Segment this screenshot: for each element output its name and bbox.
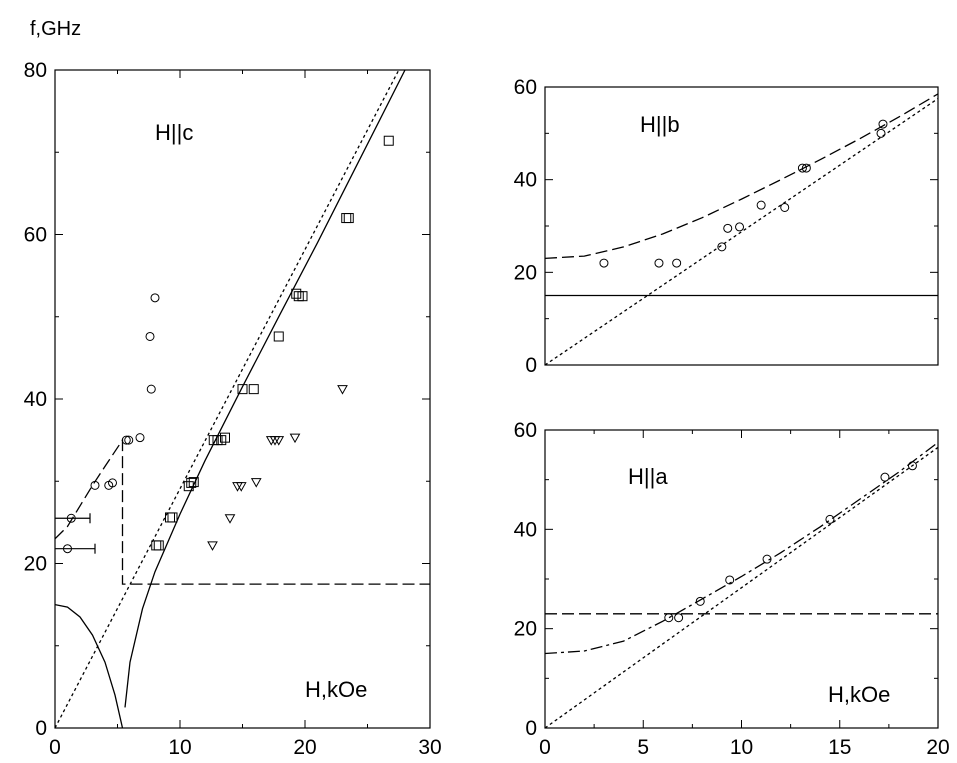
axis-title-x: H,kOe — [828, 682, 890, 707]
point-circle — [717, 242, 727, 252]
curve-dashed — [55, 437, 430, 585]
point-circle — [124, 435, 134, 445]
point-triangle-down — [235, 482, 247, 492]
curve-dotted — [55, 70, 400, 728]
plot-area — [545, 93, 938, 365]
point-circle — [725, 575, 735, 585]
panel-h-parallel-c: f,GHz H,kOe H||c 0 20 40 60 80 0 10 20 30 — [24, 18, 442, 759]
x-tick-label: 10 — [730, 736, 753, 759]
point-square — [186, 477, 197, 488]
y-tick-label: 20 — [514, 618, 537, 641]
point-circle — [146, 384, 156, 394]
point-square — [293, 291, 304, 302]
annotation-h-a: H||a — [628, 464, 668, 489]
point-square — [341, 213, 352, 224]
y-tick-label: 20 — [24, 553, 47, 576]
point-circle — [674, 613, 684, 623]
x-tick-label: 30 — [418, 736, 441, 759]
point-circle — [599, 258, 609, 268]
point-square — [343, 213, 354, 224]
axis-title-x: H,kOe — [305, 677, 367, 702]
point-circle — [797, 163, 807, 173]
point-square — [273, 331, 284, 342]
point-square — [383, 135, 394, 146]
curve-solid — [124, 70, 406, 708]
point-circle — [723, 223, 733, 233]
point-triangle-down — [207, 541, 218, 551]
plot-area — [545, 441, 938, 728]
point-triangle-down — [337, 385, 348, 395]
point-circle — [825, 514, 835, 524]
curve-dashdot — [545, 441, 938, 655]
point-triangle-down — [224, 514, 236, 524]
point-circle — [66, 513, 76, 523]
point-square — [151, 540, 162, 551]
x-tick-label: 15 — [828, 736, 851, 759]
point-circle — [907, 461, 917, 471]
curve-solid — [55, 603, 124, 728]
x-tick-label: 20 — [293, 736, 316, 759]
point-circle — [878, 119, 888, 129]
point-circle — [150, 293, 160, 303]
x-tick-label: 20 — [926, 736, 949, 759]
annotation-h-b: H||b — [640, 112, 680, 137]
point-circle — [108, 478, 117, 488]
panel-h-parallel-b: H||b 0 20 40 60 — [514, 76, 939, 377]
point-circle — [664, 613, 674, 623]
point-circle — [762, 554, 772, 564]
y-tick-label: 40 — [514, 169, 537, 192]
panel-h-parallel-a: H,kOe H||a 0 20 40 60 0 5 10 15 20 — [514, 419, 950, 759]
point-square — [237, 384, 248, 395]
point-square — [297, 291, 308, 302]
point-square — [153, 540, 164, 551]
point-square — [216, 435, 227, 446]
y-tick-label: 40 — [514, 518, 537, 541]
point-circle — [121, 435, 131, 445]
curve-dotted — [545, 98, 938, 365]
y-tick-label: 60 — [24, 224, 47, 247]
x-tick-label: 0 — [539, 736, 551, 759]
point-square — [220, 432, 230, 443]
y-tick-label: 20 — [514, 261, 537, 284]
point-circle — [90, 480, 100, 490]
point-circle — [145, 331, 155, 341]
x-tick-label: 10 — [168, 736, 191, 759]
point-circle — [672, 258, 682, 268]
curve-dotted — [545, 446, 938, 728]
point-circle — [135, 433, 145, 443]
y-tick-label: 0 — [525, 354, 537, 377]
y-tick-label: 80 — [24, 59, 47, 82]
point-circle — [880, 472, 890, 482]
y-tick-label: 60 — [514, 419, 537, 442]
curve-dashed — [545, 93, 938, 260]
y-tick-label: 60 — [514, 76, 537, 99]
annotation-h-c: H||c — [155, 120, 193, 145]
x-tick-label: 0 — [49, 736, 61, 759]
y-tick-label: 0 — [525, 717, 537, 740]
point-square — [291, 288, 302, 299]
point-circle — [876, 128, 886, 138]
point-circle — [695, 596, 705, 606]
plot-area — [55, 70, 430, 728]
y-tick-label: 0 — [35, 717, 47, 740]
point-circle — [735, 222, 745, 232]
plot-frame — [54, 69, 431, 729]
point-square — [248, 384, 259, 395]
x-tick-label: 5 — [637, 736, 649, 759]
point-triangle-down — [273, 436, 285, 446]
point-circle — [756, 200, 766, 210]
point-circle — [654, 258, 664, 268]
point-triangle-down — [250, 478, 262, 488]
y-axis-label: f,GHz — [30, 18, 81, 40]
point-square — [188, 477, 199, 488]
y-tick-label: 40 — [24, 388, 47, 411]
point-circle — [63, 544, 72, 554]
point-square — [167, 512, 178, 523]
point-circle — [801, 163, 811, 173]
point-triangle-down — [289, 433, 301, 444]
point-circle — [780, 202, 790, 212]
